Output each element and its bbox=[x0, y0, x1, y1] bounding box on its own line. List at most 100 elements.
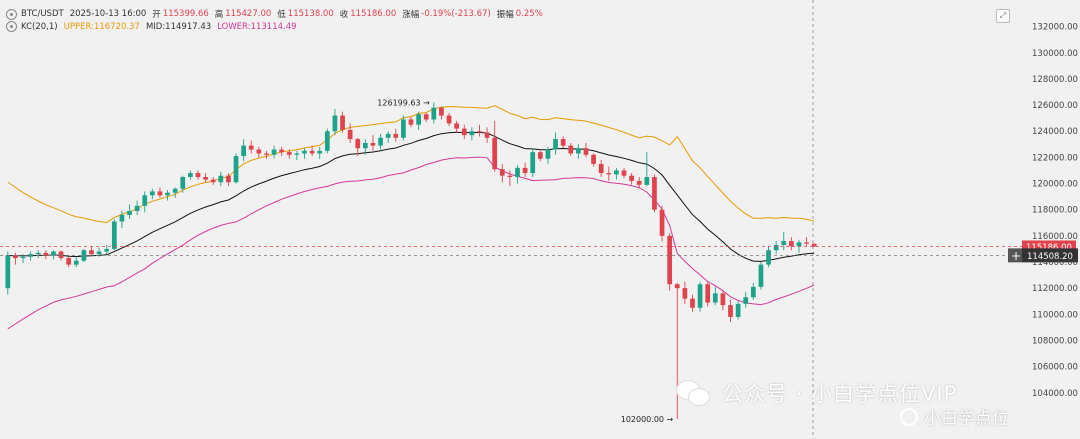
candle[interactable] bbox=[499, 163, 505, 183]
candle[interactable] bbox=[81, 248, 87, 262]
candle[interactable] bbox=[172, 187, 178, 198]
candle[interactable] bbox=[226, 173, 231, 187]
candle[interactable] bbox=[598, 160, 604, 177]
candle[interactable] bbox=[20, 254, 26, 264]
candle[interactable] bbox=[530, 148, 536, 177]
candle[interactable] bbox=[705, 281, 711, 307]
candle[interactable] bbox=[271, 145, 277, 159]
candle[interactable] bbox=[157, 187, 163, 198]
candle[interactable] bbox=[781, 231, 787, 251]
candle[interactable] bbox=[728, 299, 733, 323]
candle[interactable] bbox=[66, 256, 72, 268]
candle[interactable] bbox=[5, 251, 11, 295]
candle[interactable] bbox=[302, 148, 307, 159]
candle[interactable] bbox=[804, 237, 809, 247]
candle[interactable] bbox=[73, 256, 79, 268]
candle[interactable] bbox=[690, 294, 695, 312]
candle[interactable] bbox=[393, 128, 399, 142]
candle[interactable] bbox=[636, 177, 642, 189]
candle[interactable] bbox=[537, 150, 543, 162]
candle[interactable] bbox=[332, 109, 338, 136]
candle[interactable] bbox=[789, 237, 794, 251]
candle[interactable] bbox=[560, 136, 566, 149]
candle[interactable] bbox=[423, 112, 429, 123]
candle[interactable] bbox=[621, 167, 627, 179]
candle[interactable] bbox=[286, 149, 292, 159]
candle[interactable] bbox=[127, 204, 132, 219]
candle[interactable] bbox=[750, 282, 756, 300]
candle[interactable] bbox=[294, 150, 300, 160]
candle[interactable] bbox=[317, 146, 323, 159]
add-order-button[interactable] bbox=[1008, 248, 1022, 263]
candle[interactable] bbox=[477, 124, 482, 137]
candle[interactable] bbox=[165, 190, 170, 201]
candle[interactable] bbox=[416, 111, 421, 130]
candle[interactable] bbox=[522, 162, 528, 177]
candle[interactable] bbox=[758, 262, 764, 290]
candle[interactable] bbox=[515, 165, 520, 184]
candle[interactable] bbox=[697, 281, 703, 312]
candle[interactable] bbox=[743, 292, 749, 308]
fullscreen-icon[interactable]: ⤢ bbox=[996, 9, 1010, 23]
candle[interactable] bbox=[111, 218, 117, 251]
candle[interactable] bbox=[149, 188, 155, 200]
candle[interactable] bbox=[773, 241, 779, 255]
candle[interactable] bbox=[629, 173, 634, 185]
candle[interactable] bbox=[104, 245, 110, 255]
candle[interactable] bbox=[401, 115, 406, 141]
candle[interactable] bbox=[218, 171, 224, 187]
candle[interactable] bbox=[652, 174, 657, 213]
candle[interactable] bbox=[682, 281, 688, 304]
candle[interactable] bbox=[355, 137, 361, 157]
candle[interactable] bbox=[309, 145, 315, 157]
candle[interactable] bbox=[614, 167, 619, 180]
candle[interactable] bbox=[233, 153, 239, 184]
candle[interactable] bbox=[35, 250, 41, 259]
candle[interactable] bbox=[324, 128, 330, 154]
candle[interactable] bbox=[89, 246, 94, 256]
candle[interactable] bbox=[142, 191, 148, 213]
candle[interactable] bbox=[644, 152, 650, 187]
candle[interactable] bbox=[264, 150, 269, 159]
candle[interactable] bbox=[362, 139, 368, 155]
candle[interactable] bbox=[484, 127, 490, 143]
candle[interactable] bbox=[188, 170, 193, 180]
candle[interactable] bbox=[378, 133, 383, 150]
candle[interactable] bbox=[545, 146, 551, 164]
candle[interactable] bbox=[811, 243, 817, 248]
candle[interactable] bbox=[43, 250, 49, 260]
eye-icon[interactable] bbox=[6, 21, 17, 32]
candle[interactable] bbox=[431, 102, 437, 124]
candle[interactable] bbox=[583, 143, 589, 158]
candle[interactable] bbox=[735, 301, 741, 320]
candle[interactable] bbox=[256, 146, 262, 158]
candle[interactable] bbox=[180, 175, 186, 193]
candle[interactable] bbox=[439, 106, 444, 120]
candle[interactable] bbox=[119, 211, 125, 228]
candle[interactable] bbox=[507, 170, 513, 187]
candle[interactable] bbox=[446, 112, 452, 126]
candle[interactable] bbox=[659, 205, 665, 242]
candle[interactable] bbox=[454, 120, 460, 133]
candle[interactable] bbox=[720, 290, 726, 311]
candle[interactable] bbox=[279, 146, 285, 157]
candle[interactable] bbox=[568, 143, 574, 157]
candle[interactable] bbox=[461, 124, 467, 140]
candle[interactable] bbox=[340, 111, 345, 133]
candle[interactable] bbox=[469, 127, 475, 141]
candle[interactable] bbox=[553, 132, 558, 155]
candle[interactable] bbox=[347, 123, 353, 143]
candle[interactable] bbox=[385, 131, 391, 143]
candle[interactable] bbox=[370, 135, 376, 151]
candle[interactable] bbox=[766, 246, 771, 268]
candle[interactable] bbox=[241, 139, 246, 162]
candle[interactable] bbox=[28, 251, 33, 261]
candle[interactable] bbox=[667, 233, 673, 291]
candle[interactable] bbox=[606, 166, 612, 181]
candle[interactable] bbox=[712, 286, 718, 306]
candle[interactable] bbox=[96, 247, 102, 257]
candle[interactable] bbox=[492, 120, 498, 172]
candle[interactable] bbox=[13, 252, 18, 265]
candle[interactable] bbox=[51, 250, 56, 260]
